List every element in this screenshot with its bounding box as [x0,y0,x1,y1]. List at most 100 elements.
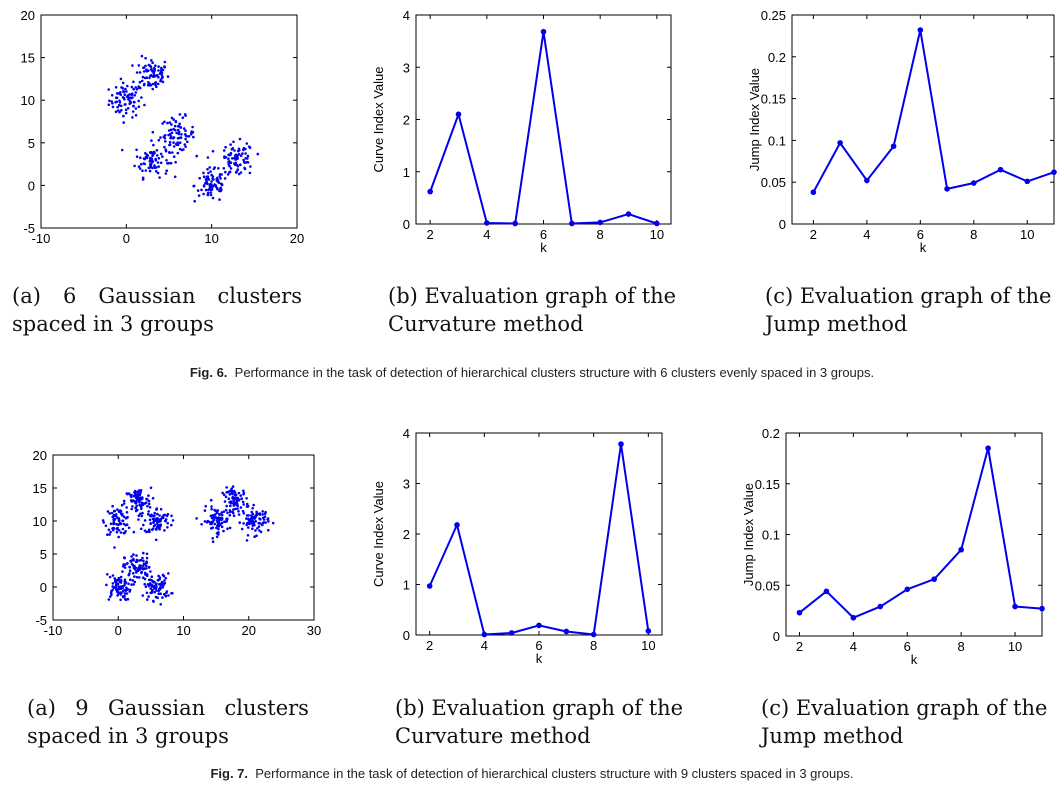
fig7a-scatter-point [213,522,217,526]
fig6a-scatter-point [151,130,155,134]
fig6-caption-label: Fig. 6. [189,365,228,380]
fig6a-scatter-point [114,86,118,89]
fig7a-scatter-point [136,497,139,501]
fig7a-scatter-point [217,520,221,523]
fig7a-scatter-point [113,580,117,583]
fig6a-scatter-point [224,145,227,149]
fig7a-scatter-point [159,507,163,511]
fig7a-ytick-label: 20 [33,448,47,463]
fig7a-scatter-point [251,524,255,527]
fig7a-scatter-point [224,495,228,499]
fig6a-scatter-point [132,80,135,84]
fig7c-xtick-label: 10 [1008,639,1022,654]
fig7c-chart: 2 4 6 8 10 0 0.05 0.1 0.15 0.2 k Jump Index Value [741,426,1045,667]
fig7a-scatter-point [141,594,145,597]
fig6a-scatter-point [126,107,130,110]
fig7a-scatter-point [125,588,129,592]
fig7a-scatter-point [228,513,232,517]
fig7a-scatter-point [148,518,152,522]
fig7a-scatter-point [170,514,173,518]
fig7a-scatter-point [258,513,262,516]
fig7a-scatter-point [258,529,261,532]
fig7b-xtick-label: 2 [426,638,433,653]
fig7a-scatter-point [223,500,227,503]
fig6a-scatter-point [119,104,123,108]
fig6a-scatter-point [237,147,241,151]
fig7a-scatter-point [237,491,241,495]
fig7a-scatter-point [157,574,160,578]
fig7a-scatter-point [111,527,115,530]
fig6a-scatter-point [148,166,152,169]
fig7a-scatter-point [119,575,123,579]
fig7c-data-point [958,546,964,553]
fig6a-scatter-point [124,111,128,115]
fig6a-scatter-point [141,169,144,172]
fig6-subcaption-b: (b) Evaluation graph of the Curvature me… [388,284,677,336]
fig6a-scatter-point [155,166,158,169]
fig6-caption: Fig. 6. Performance in the task of detec… [0,365,1064,380]
fig7a-scatter-point [247,526,250,529]
fig6a-scatter-point [219,189,222,193]
fig6a-scatter-point [159,152,163,156]
fig7a-scatter-point [155,517,159,520]
fig7a-scatter-point [130,507,133,511]
fig6a-scatter-point [135,88,139,91]
fig6a-scatter-point [166,75,170,78]
fig7a-scatter-point [150,575,154,578]
fig7a-scatter-point [227,497,231,501]
fig7a-scatter-point [125,586,128,590]
fig6a-scatter-point [117,109,120,112]
fig6a-scatter-point [206,168,209,171]
fig7a-scatter-point [239,494,242,497]
fig6a-scatter-point [229,167,233,170]
fig7a-scatter-point [125,592,129,595]
fig6a-scatter-point [126,84,129,88]
fig7c-data-point [796,609,803,616]
fig7a-scatter-point [155,507,159,510]
fig7a-scatter-point [137,514,141,517]
fig7c-xtick-label: 2 [796,639,803,654]
fig7a-scatter-point [133,575,136,578]
fig6a-scatter-point [138,71,142,74]
fig7a-scatter-point [129,499,133,502]
fig6b-data-point [569,220,575,227]
fig7a-scatter-point [119,531,123,534]
fig7a-scatter-point [143,502,147,505]
fig6a-scatter-point [152,71,155,75]
fig6c-data-point [810,189,817,196]
fig6a-xtick-label: -10 [32,231,51,246]
fig6a-scatter-point [202,175,206,178]
fig6a-scatter-point [154,170,158,173]
fig7a-scatter-point [132,530,136,534]
fig7a-scatter-point [111,588,114,592]
fig7a-scatter-point [250,510,254,514]
fig6a-scatter-point [151,61,154,64]
fig6a-scatter-point [184,114,187,117]
fig7a-scatter-point [158,518,162,521]
fig7a-scatter-point [245,514,249,517]
fig6a-scatter-point [118,99,121,102]
fig6a-scatter-point [211,149,215,153]
fig6a-scatter-point [239,171,243,174]
fig7a-scatter-point [135,504,138,508]
fig6a-scatter-point [181,116,185,119]
fig6a-scatter-point [150,59,153,62]
fig7a-scatter-point [156,525,159,529]
fig6a-scatter-point [151,87,154,91]
fig7a-scatter-point [147,502,151,506]
fig7a-scatter-point [210,507,213,511]
fig6a-scatter-point [186,140,189,144]
fig7a-scatter-point [217,513,221,516]
fig6a-scatter-point [192,184,195,188]
fig6a-scatter-point [209,182,212,186]
fig7a-scatter-point [145,552,149,556]
fig7a-scatter-point [147,578,151,582]
fig6a-scatter-point [168,143,172,147]
fig6a-scatter-point [142,162,145,165]
fig7a-scatter-point [122,502,126,505]
fig7a-scatter-point [204,504,207,508]
fig6a-scatter-point [110,94,114,97]
fig6a-scatter-point [114,96,118,99]
fig6a-scatter-point [202,171,205,175]
fig7a-scatter-point [232,504,236,507]
